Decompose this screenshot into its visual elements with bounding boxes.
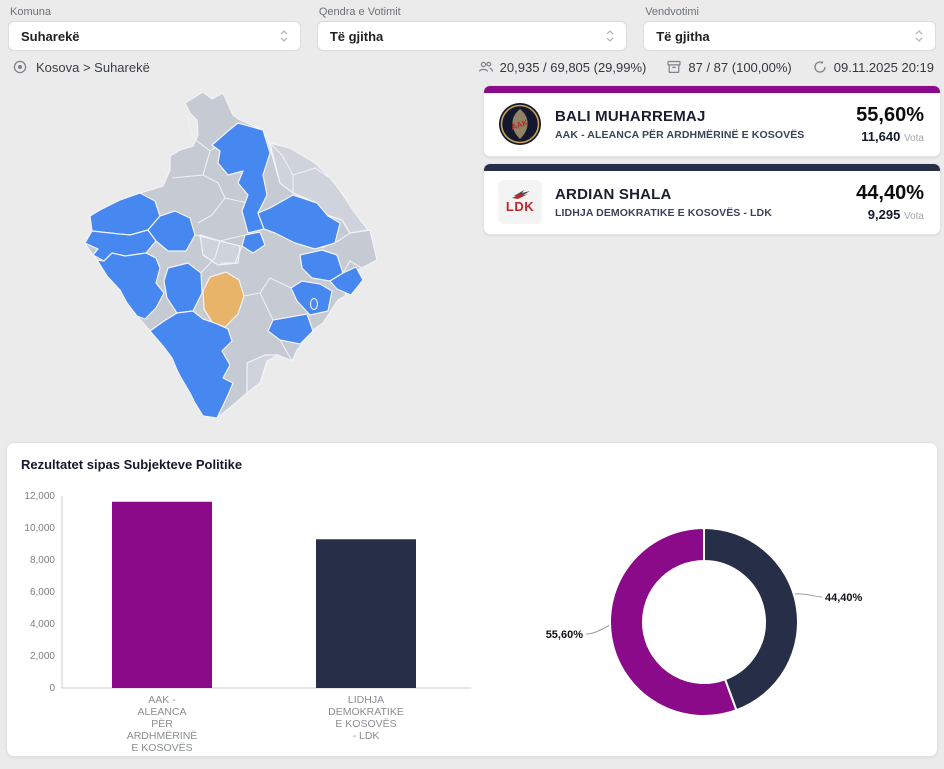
stat-stations-value: 87 / 87 (100,00%) bbox=[688, 59, 792, 75]
candidate-2-votes: 9,295 bbox=[867, 207, 901, 222]
svg-text:LDK: LDK bbox=[506, 199, 534, 214]
stat-turnout: 20,935 / 69,805 (29,99%) bbox=[478, 59, 647, 75]
svg-text:ARDHMËRINË: ARDHMËRINË bbox=[127, 730, 198, 742]
filter-vendvotimi-select[interactable]: Të gjitha bbox=[643, 21, 936, 51]
svg-text:E KOSOVËS: E KOSOVËS bbox=[131, 742, 192, 754]
candidate-card-1: AAK BALI MUHARREMAJ AAK - ALEANCA PËR AR… bbox=[483, 85, 941, 157]
select-spinner-icon bbox=[606, 30, 614, 42]
lake-kllokot bbox=[309, 297, 319, 311]
candidate-1-name: BALI MUHARREMAJ bbox=[555, 107, 706, 125]
map-borders bbox=[171, 114, 363, 362]
ldk-party-logo: LDK bbox=[498, 180, 542, 224]
bar-chart: 0 2,000 4,000 6,000 8,000 10,000 12,000 AAK -AL… bbox=[24, 491, 471, 754]
filter-qendra-value: Të gjitha bbox=[329, 28, 384, 44]
donut-chart: 44,40% 55,60% bbox=[546, 526, 863, 717]
candidate-2-accent-strip bbox=[484, 164, 940, 171]
filter-qendra: Qendra e Votimit Të gjitha bbox=[316, 6, 628, 51]
municipality-east[interactable] bbox=[257, 194, 341, 250]
stat-updated: 09.11.2025 20:19 bbox=[812, 59, 934, 75]
donut-label-aak: 55,60% bbox=[546, 629, 584, 641]
svg-text:- LDK: - LDK bbox=[353, 730, 380, 742]
svg-text:4,000: 4,000 bbox=[30, 619, 55, 630]
candidate-1-votes-label: Vota bbox=[903, 133, 924, 144]
svg-text:DEMOKRATIKE: DEMOKRATIKE bbox=[328, 706, 404, 718]
municipality-vitia[interactable] bbox=[290, 280, 333, 316]
filter-qendra-label: Qendra e Votimit bbox=[318, 6, 401, 18]
stat-stations: 87 / 87 (100,00%) bbox=[666, 59, 792, 75]
municipality-kacanik[interactable] bbox=[267, 313, 314, 345]
donut-leader-left bbox=[585, 624, 611, 635]
results-panel: AAK BALI MUHARREMAJ AAK - ALEANCA PËR AR… bbox=[483, 85, 941, 235]
svg-text:2,000: 2,000 bbox=[30, 651, 55, 662]
svg-text:E KOSOVËS: E KOSOVËS bbox=[335, 718, 396, 730]
stat-updated-value: 09.11.2025 20:19 bbox=[833, 59, 934, 75]
kosovo-map bbox=[84, 91, 378, 419]
filter-komuna-label: Komuna bbox=[10, 6, 51, 18]
svg-text:8,000: 8,000 bbox=[30, 555, 55, 566]
filter-vendvotimi: Vendvotimi Të gjitha bbox=[643, 6, 936, 51]
main-content: AAK BALI MUHARREMAJ AAK - ALEANCA PËR AR… bbox=[0, 83, 944, 435]
stats: 20,935 / 69,805 (29,99%) 87 / 87 (100,00… bbox=[478, 59, 934, 75]
filter-qendra-select[interactable]: Të gjitha bbox=[316, 21, 628, 51]
svg-text:10,000: 10,000 bbox=[24, 523, 55, 534]
ballot-box-icon bbox=[667, 60, 681, 73]
select-spinner-icon bbox=[280, 30, 288, 42]
filter-vendvotimi-value: Të gjitha bbox=[656, 28, 710, 44]
voters-icon bbox=[478, 61, 493, 72]
svg-text:6,000: 6,000 bbox=[30, 587, 55, 598]
svg-text:ALEANCA: ALEANCA bbox=[137, 706, 186, 718]
svg-text:PËR: PËR bbox=[151, 718, 173, 730]
breadcrumb[interactable]: Kosova > Suharekë bbox=[12, 59, 150, 75]
charts-title: Rezultatet sipas Subjekteve Politike bbox=[21, 457, 243, 472]
municipality-obiliq[interactable] bbox=[241, 231, 266, 254]
svg-text:AAK -: AAK - bbox=[148, 694, 176, 706]
candidate-1-percent: 55,60% bbox=[856, 104, 924, 126]
filter-vendvotimi-label: Vendvotimi bbox=[645, 6, 699, 18]
refresh-icon bbox=[814, 60, 826, 73]
svg-text:LIDHJA: LIDHJA bbox=[348, 694, 384, 706]
donut-leader-right bbox=[794, 593, 823, 598]
breadcrumb-row: Kosova > Suharekë 20,935 / 69,805 (29,99… bbox=[0, 51, 944, 83]
filter-komuna-value: Suharekë bbox=[21, 28, 80, 44]
breadcrumb-text: Kosova > Suharekë bbox=[36, 59, 150, 75]
select-spinner-icon bbox=[915, 30, 923, 42]
municipality-prizren-dragash[interactable] bbox=[149, 310, 234, 419]
candidate-2-party: LIDHJA DEMOKRATIKE E KOSOVËS - LDK bbox=[555, 206, 772, 219]
municipality-suhareke[interactable] bbox=[202, 271, 245, 328]
candidate-2-votes-label: Vota bbox=[903, 211, 924, 222]
svg-text:0: 0 bbox=[49, 683, 55, 694]
donut-label-ldk: 44,40% bbox=[825, 592, 863, 604]
aak-party-logo: AAK bbox=[499, 103, 541, 145]
filter-bar: Komuna Suharekë Qendra e Votimit Të gjit… bbox=[0, 0, 944, 51]
candidate-1-votes: 11,640 bbox=[861, 129, 901, 144]
candidate-1-accent-strip bbox=[484, 86, 940, 93]
candidate-card-2: LDK ARDIAN SHALA LIDHJA DEMOKRATIKE E KO… bbox=[483, 163, 941, 235]
svg-text:12,000: 12,000 bbox=[24, 491, 55, 502]
candidate-1-party: AAK - ALEANCA PËR ARDHMËRINË E KOSOVËS bbox=[555, 128, 805, 141]
municipality-shterpce[interactable] bbox=[246, 354, 279, 394]
filter-komuna: Komuna Suharekë bbox=[8, 6, 301, 51]
municipality-east-small[interactable] bbox=[329, 266, 364, 296]
municipality-gjakove[interactable] bbox=[96, 252, 165, 320]
filter-komuna-select[interactable]: Suharekë bbox=[8, 21, 301, 51]
candidate-2-percent: 44,40% bbox=[856, 182, 924, 204]
location-pin-icon bbox=[13, 60, 27, 74]
municipality-podujeve[interactable] bbox=[211, 122, 271, 234]
candidate-2-name: ARDIAN SHALA bbox=[555, 185, 672, 203]
stat-turnout-value: 20,935 / 69,805 (29,99%) bbox=[499, 59, 647, 75]
municipality-kline[interactable] bbox=[147, 210, 196, 252]
charts-card: Rezultatet sipas Subjekteve Politike 0 2,… bbox=[6, 442, 938, 757]
